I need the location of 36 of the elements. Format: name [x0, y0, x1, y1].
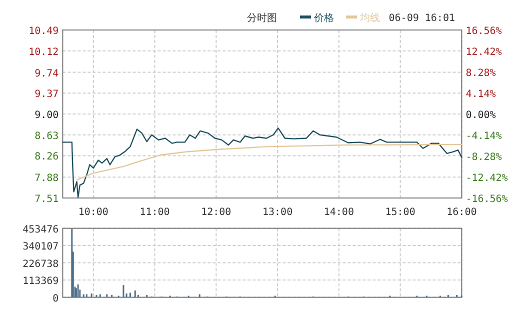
legend-label: 均线: [359, 12, 380, 24]
y-tick-label: 113369: [22, 276, 59, 288]
y-tick-label: 0: [52, 293, 59, 304]
chart-title: 分时图: [247, 12, 277, 24]
x-tick-label: 14:00: [324, 207, 354, 218]
y-tick-label: 9.00: [34, 110, 59, 121]
y2-tick-label: 0.00%: [466, 110, 496, 121]
y-tick-label: 9.37: [34, 89, 59, 100]
x-tick-label: 15:00: [385, 207, 416, 218]
x-tick-label: 13:00: [262, 207, 293, 218]
y2-tick-label: 16.56%: [466, 26, 502, 37]
y-tick-label: 453476: [22, 224, 59, 236]
y-tick-label: 7.88: [34, 173, 59, 184]
y-tick-label: 8.26: [34, 152, 59, 163]
x-tick-label: 10:00: [78, 207, 108, 218]
y2-tick-label: 4.14%: [466, 89, 496, 100]
y2-tick-label: -8.28%: [466, 152, 502, 163]
y2-tick-label: -16.56%: [466, 194, 508, 205]
y-tick-label: 8.63: [34, 130, 59, 142]
x-tick-label: 16:00: [446, 207, 477, 218]
y-tick-label: 10.49: [28, 26, 59, 37]
text: 06-09 16:01: [388, 13, 455, 24]
y-tick-label: 226738: [22, 258, 59, 270]
y-tick-label: 10.12: [28, 46, 59, 58]
x-tick-label: 11:00: [140, 207, 170, 218]
line-series: [62, 127, 462, 198]
y2-tick-label: -4.14%: [466, 131, 502, 142]
line-series: [76, 144, 462, 181]
y2-tick-label: -12.42%: [466, 173, 508, 184]
y-tick-label: 7.51: [34, 194, 59, 205]
y-tick-label: 340107: [22, 242, 59, 253]
x-tick-label: 12:00: [201, 207, 232, 218]
y2-tick-label: 12.42%: [466, 47, 502, 58]
legend-label: 价格: [313, 12, 334, 24]
y2-tick-label: 8.28%: [466, 68, 496, 79]
y-tick-label: 9.74: [34, 68, 59, 80]
